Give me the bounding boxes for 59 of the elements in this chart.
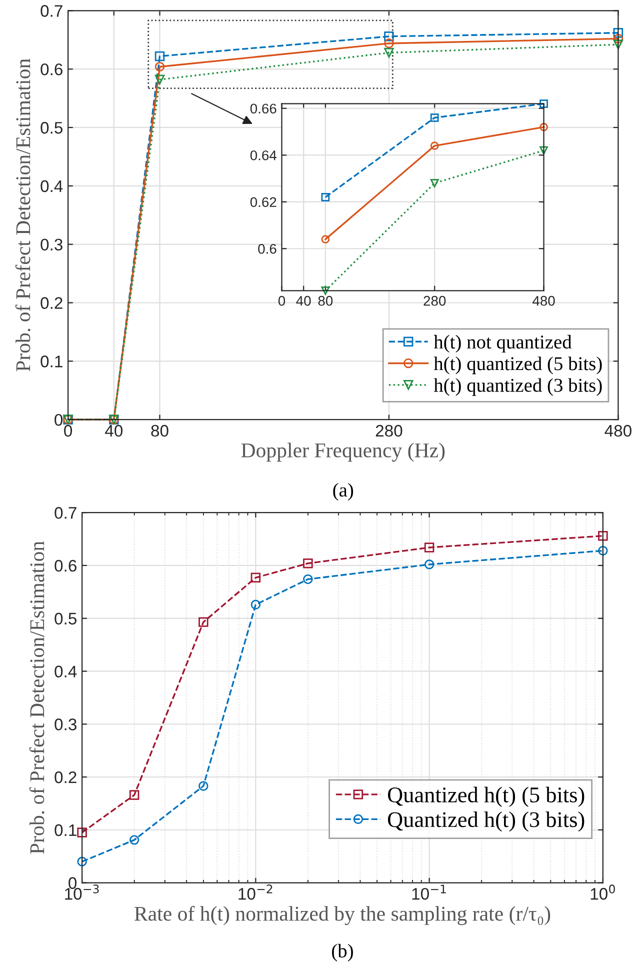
y-axis-title: Prob. of Prefect Detection/Estimation (15, 58, 30, 372)
point (321, 286, 330, 295)
point (321, 193, 330, 202)
y-tick-label: 0.1 (54, 824, 76, 836)
x-axis-title: Rate of h(t) normalized by the sampling rate (r/τ₀) (134, 906, 550, 926)
point (384, 48, 394, 58)
x-tick-label: 40 (296, 296, 311, 306)
y-tick-label: 0.1 (40, 356, 62, 368)
x-tick-label: 480 (604, 424, 632, 437)
y-tick-label: 0 (54, 414, 63, 426)
point (430, 179, 439, 188)
x-tick-label: 280 (376, 424, 402, 437)
x-tick-label: 0 (278, 296, 286, 306)
point (154, 74, 165, 84)
y-tick-label: 0.7 (40, 5, 62, 17)
x-tick-label: 10$^{0}$ (590, 884, 615, 900)
legend-label: h(t) quantized (5 bits) (434, 356, 602, 374)
y-tick-label: 0.3 (54, 718, 76, 730)
x-tick-label: 80 (151, 424, 168, 437)
legend-label: h(t) not quantized (434, 334, 572, 353)
y-tick-label: 0.5 (40, 122, 62, 134)
point (154, 62, 165, 72)
point (613, 28, 624, 38)
point (540, 122, 548, 132)
point (321, 235, 330, 244)
legend-label: Quantized h(t) (5 bits) (388, 786, 584, 807)
y-axis-title: Prob. of Prefect Detection/Estimation (29, 541, 44, 854)
y-tick-label: 0.4 (54, 666, 77, 678)
y-tick-label: 0.5 (54, 612, 76, 625)
point (430, 142, 439, 150)
y-tick-label: 0.3 (40, 238, 62, 251)
x-axis-title: Doppler Frequency (Hz) (241, 442, 445, 462)
y-tick-label: 0.6 (40, 63, 62, 76)
point (540, 146, 548, 155)
x-tick-label: 10$^{−1}$ (412, 884, 446, 900)
text: (a) (333, 482, 354, 501)
y-tick-label: 0.62 (250, 197, 276, 208)
point (430, 114, 439, 122)
x-tick-label: 40 (105, 424, 123, 437)
legend-label: Quantized h(t) (3 bits) (388, 812, 584, 832)
y-tick-label: 0.64 (250, 150, 276, 160)
point (613, 34, 624, 44)
y-tick-label: 0.4 (40, 180, 63, 192)
y-tick-label: 0.7 (54, 507, 76, 519)
x-tick-label: 280 (424, 296, 446, 306)
x-tick-label: 10$^{−2}$ (238, 884, 272, 900)
y-tick-label: 0.6 (258, 244, 276, 254)
point (154, 51, 165, 62)
point (384, 32, 394, 42)
y-tick-label: 0.66 (250, 104, 276, 114)
point (613, 40, 624, 50)
y-tick-label: 0.2 (54, 771, 76, 784)
point (384, 38, 394, 48)
x-tick-label: 480 (532, 296, 555, 306)
text: (b) (332, 944, 353, 962)
legend-label: h(t) quantized (3 bits) (434, 378, 602, 396)
y-tick-label: 0.2 (40, 297, 62, 309)
y-tick-label: 0.6 (54, 560, 76, 572)
x-tick-label: 80 (318, 296, 333, 306)
